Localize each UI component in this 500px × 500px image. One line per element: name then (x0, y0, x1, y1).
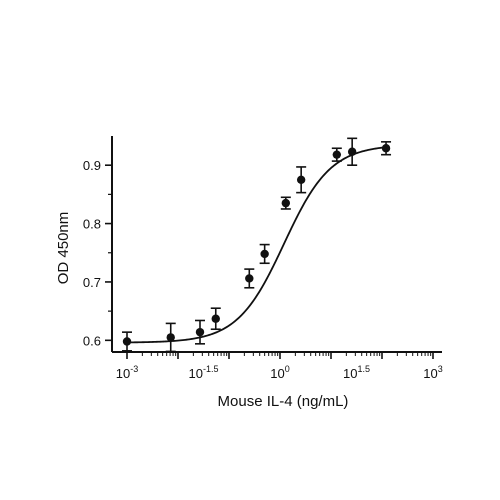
x-tick-label: 10-1.5 (188, 364, 218, 381)
x-tick-label: 101.5 (343, 364, 370, 381)
data-point (122, 337, 132, 346)
x-tick-label: 103 (423, 364, 442, 381)
data-point (260, 249, 269, 259)
data-point (281, 198, 291, 208)
data-point (245, 274, 254, 283)
x-tick-label: 100 (270, 364, 289, 381)
data-point (296, 175, 306, 184)
data-point (211, 314, 220, 323)
data-point (332, 150, 342, 159)
data-point (347, 147, 357, 156)
data-point (195, 327, 205, 337)
y-tick-label: 0.7 (83, 275, 101, 290)
data-point (166, 333, 175, 342)
fit-curve (126, 146, 387, 344)
y-tick-label: 0.8 (83, 217, 101, 232)
x-axis-title: Mouse IL-4 (ng/mL) (218, 393, 349, 410)
data-points (122, 137, 392, 353)
ticks: 0.6 0.7 0.8 0.9 10-3 10-1.5 100 101.5 103 (83, 158, 443, 381)
x-tick-label: 10-3 (116, 364, 138, 381)
data-point (381, 144, 391, 153)
axes (111, 136, 442, 353)
y-tick-label: 0.6 (83, 333, 101, 348)
y-axis-title: OD 450nm (55, 212, 72, 285)
y-tick-label: 0.9 (83, 158, 101, 173)
